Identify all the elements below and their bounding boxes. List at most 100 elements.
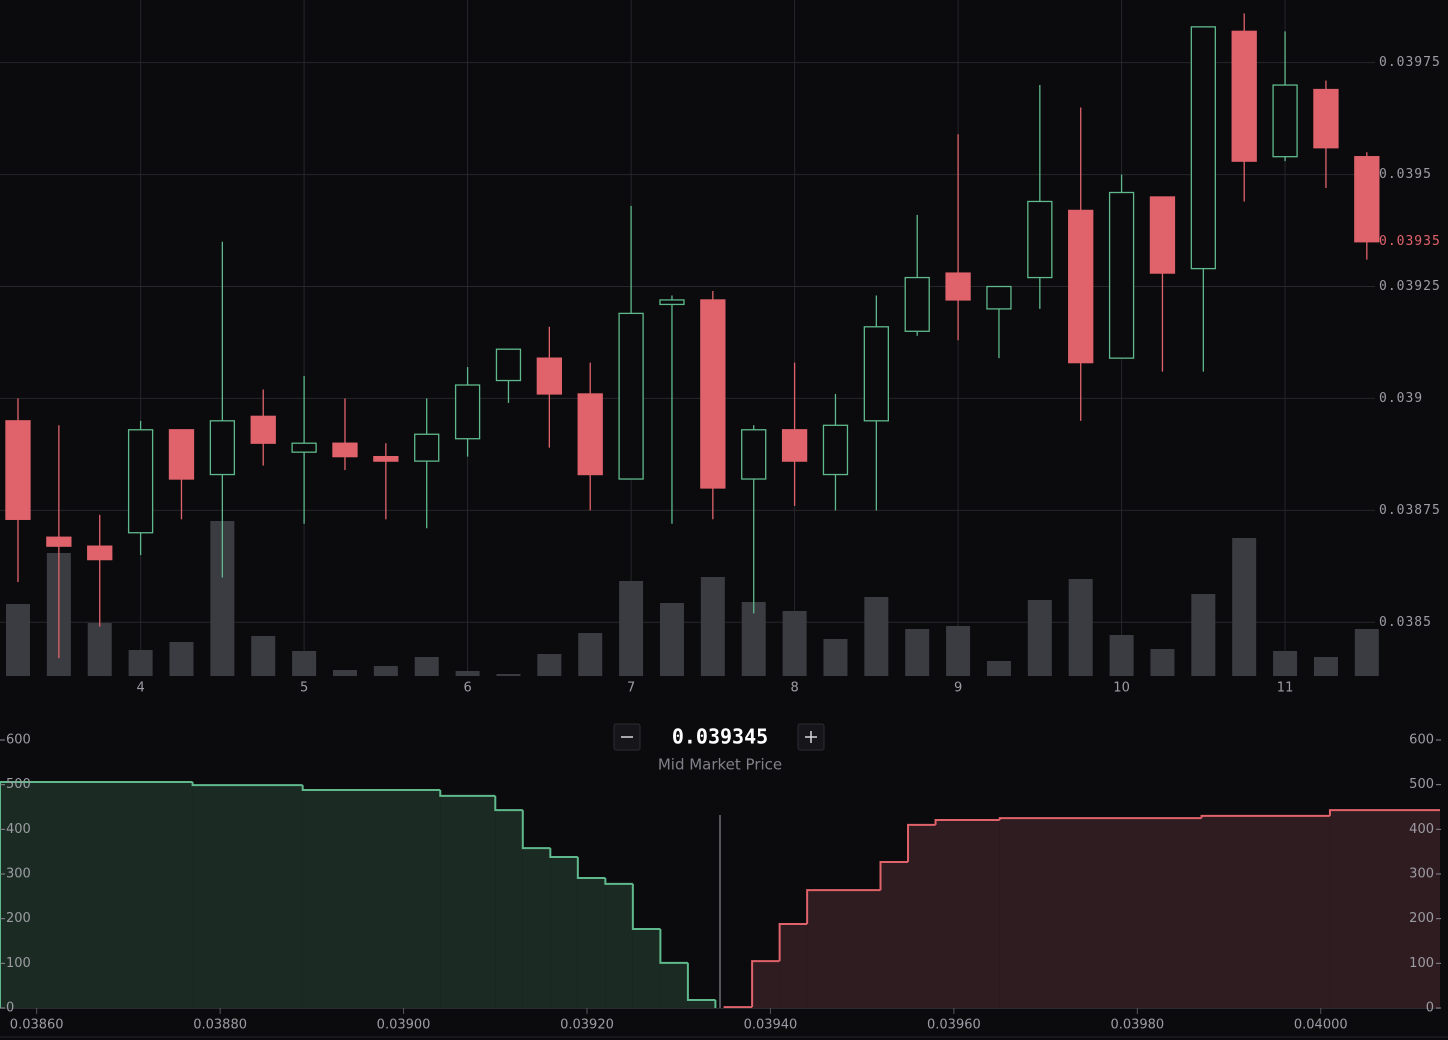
volume-bar (782, 611, 807, 676)
y-tick-label: 0.03925 (1379, 279, 1441, 294)
candle-body (495, 348, 522, 382)
y-tick-label: 300 (1409, 867, 1434, 882)
depth-area (880, 861, 909, 1008)
depth-area (192, 785, 303, 1008)
x-tick-label: 0.03900 (377, 1018, 431, 1033)
candle-body (250, 415, 276, 444)
x-tick-label: 8 (790, 681, 798, 696)
candle-body (1149, 196, 1176, 274)
volume-bar (946, 626, 971, 676)
volume-bar (251, 636, 276, 676)
x-tick-label: 0.03940 (744, 1018, 798, 1033)
x-tick-label: 0.03960 (927, 1018, 981, 1033)
volume-bar (414, 657, 439, 676)
y-tick-label: 100 (1409, 956, 1434, 971)
depth-area (495, 810, 523, 1008)
candle-body (373, 455, 399, 462)
volume-bar (1354, 629, 1379, 676)
candle-body (945, 272, 971, 301)
depth-area (440, 795, 496, 1008)
y-tick-label: 300 (6, 867, 31, 882)
volume-bar (1313, 657, 1338, 676)
candle-body (741, 429, 767, 480)
depth-area (0, 781, 193, 1008)
y-tick-label: 0.039 (1379, 391, 1423, 406)
candle-chart: 4 5 6 7 8 9 10 11 0.03975 0.0395 0.03925 0.039 0.038… (0, 0, 1441, 696)
volume-bar (496, 674, 521, 676)
volume-bar (332, 670, 357, 676)
depth-area (660, 962, 688, 1008)
candle-body (618, 312, 644, 480)
volume-bar (823, 639, 848, 676)
volume-bar (1068, 579, 1093, 676)
x-tick-label: 0.04000 (1294, 1018, 1348, 1033)
volume-bar (986, 661, 1011, 676)
depth-area (687, 999, 716, 1008)
candle-body (332, 442, 358, 458)
depth-area (605, 883, 633, 1008)
depth-step (631, 883, 661, 930)
x-tick-label: 6 (463, 681, 471, 696)
volume-bar (537, 654, 562, 676)
volume-bar (659, 603, 684, 676)
x-tick-label: 4 (136, 681, 144, 696)
depth-step (604, 878, 633, 885)
y-tick-label: 200 (6, 911, 31, 926)
candle-body (1190, 26, 1216, 270)
candle-body (5, 420, 31, 520)
depth-area (550, 857, 578, 1008)
depth-step (301, 785, 441, 792)
depth-step (778, 923, 808, 962)
depth-area (1329, 810, 1440, 1008)
depth-step (806, 889, 881, 925)
candle-body (822, 424, 849, 476)
depth-area (908, 824, 936, 1008)
volume-bar (700, 577, 725, 676)
depth-area (1201, 815, 1330, 1008)
candle-body (781, 429, 808, 462)
y-tick-label: 0 (6, 1001, 14, 1016)
depth-step (751, 960, 780, 1008)
y-tick-label: 400 (6, 822, 31, 837)
mid-price-label: Mid Market Price (658, 756, 782, 774)
last-price-label: 0.03935 (1379, 234, 1441, 249)
volume-bar (864, 597, 889, 676)
candle-body (1231, 30, 1257, 162)
depth-step (907, 823, 936, 862)
volume-bar (169, 642, 194, 676)
x-tick-label: 0.03920 (560, 1018, 614, 1033)
y-tick-label: 600 (1409, 733, 1434, 748)
y-tick-label: 100 (6, 956, 31, 971)
candle-body (454, 384, 481, 440)
y-tick-label: 400 (1409, 822, 1434, 837)
candle-body (414, 433, 440, 462)
depth-step (494, 795, 523, 812)
volume-bar (5, 604, 30, 676)
depth-step (879, 860, 909, 891)
x-tick-label: 0.03880 (193, 1018, 247, 1033)
candle-body (127, 429, 154, 534)
y-tick-label: 500 (1409, 777, 1434, 792)
volume-bar (1232, 538, 1257, 676)
depth-step (1328, 809, 1440, 816)
depth-chart: 0.03860 0.03880 0.03900 0.03920 0.03940 0.039… (0, 733, 1441, 1033)
candle-body (1272, 84, 1298, 158)
x-tick-label: 0.03980 (1110, 1018, 1164, 1033)
candle-body (46, 536, 72, 547)
candle-body (87, 545, 113, 561)
volume-bar (87, 623, 112, 676)
depth-step (549, 848, 578, 859)
depth-step (191, 781, 303, 787)
depth-step (0, 780, 193, 1008)
depth-area (752, 961, 780, 1008)
candle-body (209, 420, 236, 476)
depth-area (807, 890, 881, 1008)
volume-bar (741, 602, 766, 676)
volume-bar (1191, 594, 1216, 676)
price-stepper: 0.039345 Mid Market Price (613, 723, 825, 774)
candle-body (168, 429, 195, 480)
depth-area (302, 790, 441, 1008)
volume-bar (373, 666, 398, 676)
x-tick-label: 5 (300, 681, 308, 696)
